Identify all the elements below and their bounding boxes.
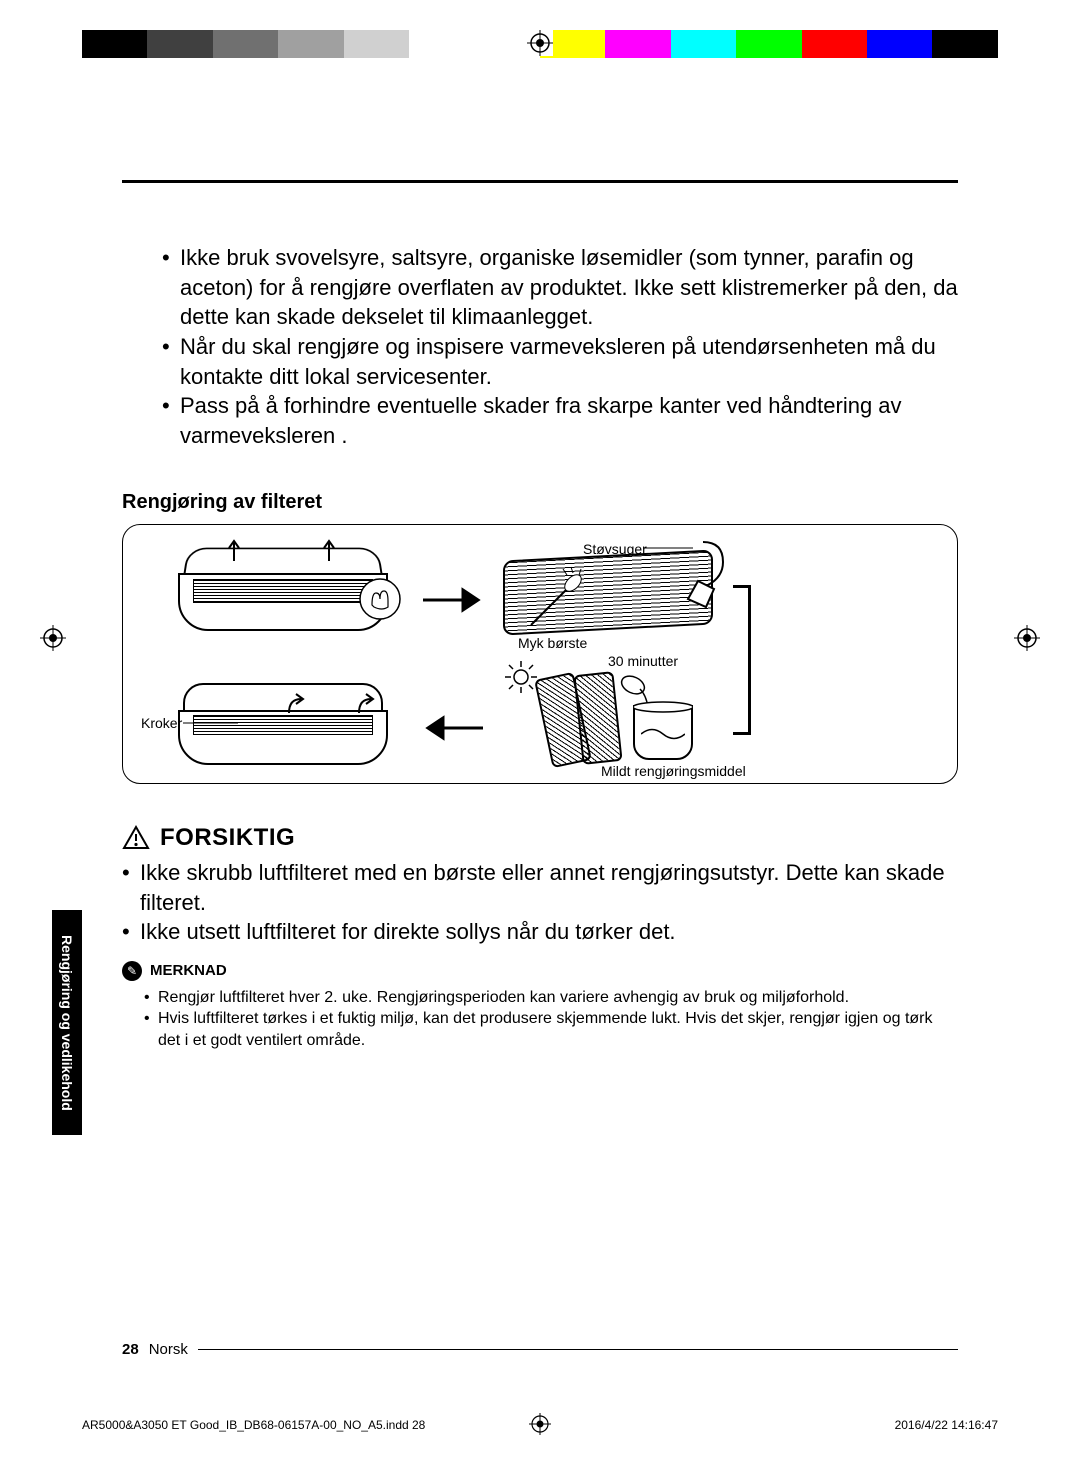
footer-rule: [198, 1349, 958, 1350]
diagram-label-vacuum: Støvsuger: [583, 541, 647, 557]
top-rule: [122, 180, 958, 183]
registration-mark-bottom-icon: [529, 1413, 551, 1438]
caution-title: FORSIKTIG: [160, 824, 295, 852]
caution-bullet-text: Ikke skrubb luftfilteret med en børste e…: [140, 858, 958, 917]
page-content: •Ikke bruk svovelsyre, saltsyre, organis…: [122, 70, 958, 1396]
intro-bullet-text: Pass på å forhindre eventuelle skader fr…: [180, 391, 958, 450]
print-timestamp: 2016/4/22 14:16:47: [895, 1418, 998, 1432]
filter-cleaning-diagram: Støvsuger Myk børste Kroker 30 minutter: [122, 524, 958, 784]
page-footer: 28 Norsk: [122, 1341, 958, 1358]
diagram-label-hooks: Kroker: [141, 715, 182, 731]
caution-icon: [122, 824, 150, 852]
registration-mark-top-icon: [527, 30, 553, 56]
intro-bullet-text: Når du skal rengjøre og inspisere varmev…: [180, 332, 958, 391]
page-number: 28: [122, 1341, 139, 1358]
note-heading-row: ✎ MERKNAD: [122, 961, 958, 981]
side-section-tab: Rengjøring og vedlikehold: [52, 910, 82, 1135]
intro-bullet-text: Ikke bruk svovelsyre, saltsyre, organisk…: [180, 243, 958, 332]
diagram-label-time: 30 minutter: [608, 653, 678, 669]
note-icon: ✎: [122, 961, 142, 981]
print-filename: AR5000&A3050 ET Good_IB_DB68-06157A-00_N…: [82, 1418, 425, 1432]
caution-bullet-list: •Ikke skrubb luftfilteret med en børste …: [122, 858, 958, 947]
note-title: MERKNAD: [150, 962, 227, 979]
registration-mark-left-icon: [40, 625, 66, 651]
registration-mark-right-icon: [1014, 625, 1040, 651]
caution-bullet-text: Ikke utsett luftfilteret for direkte sol…: [140, 917, 676, 947]
note-bullet-text: Hvis luftfilteret tørkes i et fuktig mil…: [158, 1008, 958, 1051]
print-metadata: AR5000&A3050 ET Good_IB_DB68-06157A-00_N…: [82, 1418, 998, 1432]
filter-cleaning-heading: Rengjøring av filteret: [122, 491, 958, 514]
intro-bullet-list: •Ikke bruk svovelsyre, saltsyre, organis…: [122, 243, 958, 451]
page-language: Norsk: [149, 1341, 188, 1358]
diagram-label-brush: Myk børste: [518, 635, 587, 651]
note-bullet-text: Rengjør luftfilteret hver 2. uke. Rengjø…: [158, 987, 849, 1009]
diagram-label-detergent: Mildt rengjøringsmiddel: [601, 763, 746, 779]
note-bullet-list: •Rengjør luftfilteret hver 2. uke. Rengj…: [122, 987, 958, 1052]
caution-heading-row: FORSIKTIG: [122, 824, 958, 852]
